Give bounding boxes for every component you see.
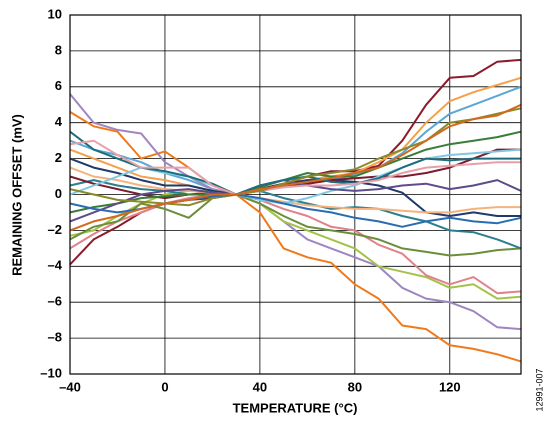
series-line [69, 111, 522, 363]
y-tick-label: 0 [55, 186, 62, 201]
series-line [69, 107, 522, 207]
x-tick-label: 0 [161, 379, 168, 394]
series-line [69, 93, 522, 331]
y-tick-label: –2 [48, 222, 62, 237]
series-line [69, 139, 521, 196]
series-line [69, 148, 521, 200]
series-line [69, 130, 522, 214]
y-tick-label: 8 [55, 42, 62, 57]
series-line [69, 166, 521, 214]
y-tick-label: –6 [48, 294, 62, 309]
y-tick-label: –4 [48, 258, 63, 273]
y-tick-label: 10 [48, 6, 62, 21]
y-tick-label: 2 [55, 150, 62, 165]
x-tick-label: 120 [439, 379, 461, 394]
series-line [69, 193, 522, 257]
x-tick-label: 80 [348, 379, 362, 394]
figure-id: 12991-007 [534, 368, 544, 411]
y-tick-label: –10 [40, 365, 62, 380]
y-axis-label: REMAINING OFFSET (mV) [9, 114, 24, 276]
series-line [69, 103, 522, 232]
x-axis-label: TEMPERATURE (°C) [233, 400, 358, 415]
x-tick-label: 40 [253, 379, 267, 394]
plot-frame [69, 14, 522, 375]
x-tick-label: –40 [59, 379, 81, 394]
y-tick-label: 6 [55, 78, 62, 93]
y-tick-label: –8 [48, 330, 62, 345]
series-line [69, 58, 522, 266]
series-line [69, 193, 522, 295]
y-tick-label: 4 [55, 114, 63, 129]
